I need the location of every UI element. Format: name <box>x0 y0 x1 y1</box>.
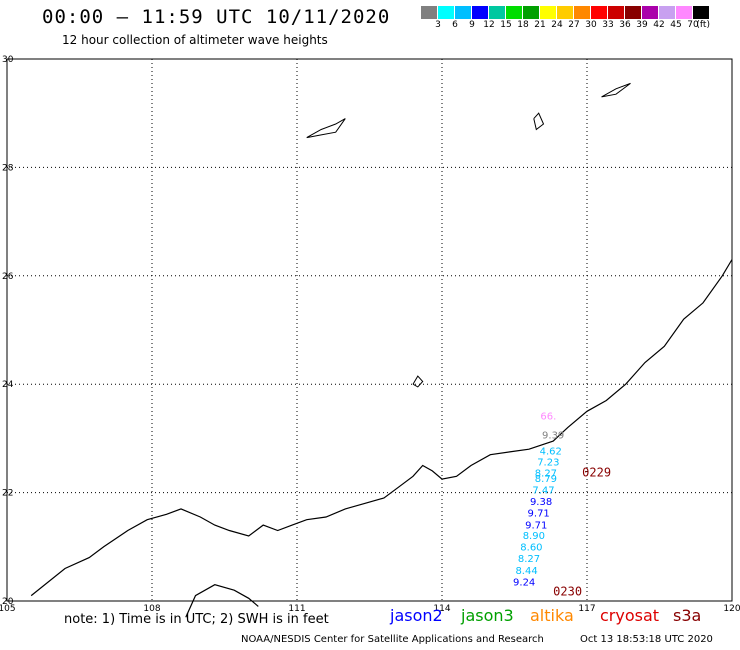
lat-tick-label: 24 <box>2 380 14 390</box>
satellite-label: s3a <box>673 606 702 625</box>
credit-line: NOAA/NESDIS Center for Satellite Applica… <box>241 634 544 645</box>
wave-height-value: 8.90 <box>523 531 545 542</box>
legend-swatch <box>421 6 438 19</box>
lon-tick-label: 108 <box>143 604 160 614</box>
map-subtitle: 12 hour collection of altimeter wave hei… <box>62 33 328 47</box>
coastline <box>30 259 733 597</box>
legend-swatch <box>693 6 710 19</box>
legend-swatch <box>574 6 591 19</box>
legend-label: 42 <box>653 20 665 30</box>
lon-tick-label: 111 <box>288 604 305 614</box>
footnote: note: 1) Time is in UTC; 2) SWH is in fe… <box>64 612 329 627</box>
wave-height-value: 8.27 <box>535 468 557 479</box>
legend-swatch <box>472 6 489 19</box>
legend-swatch <box>608 6 625 19</box>
legend-swatch <box>438 6 455 19</box>
legend-swatch <box>591 6 608 19</box>
legend-swatch <box>557 6 574 19</box>
lon-tick-label: 120 <box>723 604 740 614</box>
legend-label: 24 <box>551 20 563 30</box>
map-title: 00:00 – 11:59 UTC 10/11/2020 <box>42 6 391 28</box>
wave-height-value: 9.24 <box>513 577 535 588</box>
legend-label: 9 <box>469 20 475 30</box>
legend-label: 6 <box>452 20 458 30</box>
wave-height-value: 8.44 <box>515 566 537 577</box>
inland-lake <box>601 82 631 98</box>
legend-swatch <box>489 6 506 19</box>
satellite-label: jason3 <box>461 606 514 625</box>
wave-height-value: 66. <box>540 411 556 422</box>
lon-tick-label: 105 <box>0 604 16 614</box>
legend-swatch <box>625 6 642 19</box>
legend-label: 36 <box>619 20 631 30</box>
inland-lake <box>306 118 346 139</box>
wave-height-value: 9.39 <box>542 430 564 441</box>
legend-label: 45 <box>670 20 682 30</box>
legend-color-scale <box>421 6 710 19</box>
lat-tick-label: 30 <box>2 55 14 65</box>
inland-lake <box>412 375 424 388</box>
track-time-label: 0229 <box>582 465 611 479</box>
legend-swatch <box>506 6 523 19</box>
legend-label: (ft) <box>696 20 710 30</box>
legend-label: 18 <box>517 20 529 30</box>
generated-timestamp: Oct 13 18:53:18 UTC 2020 <box>580 634 713 645</box>
legend-swatch <box>455 6 472 19</box>
legend-swatch <box>540 6 557 19</box>
wave-height-value: 8.60 <box>520 543 542 554</box>
legend-label: 3 <box>435 20 441 30</box>
wave-height-value: 8.79 <box>535 474 557 485</box>
island-coast <box>185 584 259 618</box>
wave-height-legend: 3 6 9 12 15 18 21 24 27 30 33 36 39 42 45 70 (ft) <box>421 6 710 31</box>
wave-height-value: 9.38 <box>530 497 552 508</box>
legend-label: 30 <box>585 20 597 30</box>
wave-height-value: 4.62 <box>540 447 562 458</box>
legend-label: 33 <box>602 20 614 30</box>
lat-tick-label: 28 <box>2 163 14 173</box>
track-time-label: 0230 <box>553 585 582 599</box>
legend-labels: 3 6 9 12 15 18 21 24 27 30 33 36 39 42 45 70 (ft) <box>421 19 710 31</box>
wave-height-value: 7.23 <box>537 458 559 469</box>
legend-swatch <box>676 6 693 19</box>
legend-swatch <box>523 6 540 19</box>
wave-height-value: 8.27 <box>518 554 540 565</box>
satellite-label: altika <box>530 606 574 625</box>
satellite-label: jason2 <box>390 606 443 625</box>
lat-tick-label: 22 <box>2 489 13 499</box>
wave-height-value: 7.47 <box>532 486 554 497</box>
legend-label: 39 <box>636 20 648 30</box>
legend-swatch <box>659 6 676 19</box>
legend-label: 21 <box>534 20 546 30</box>
lat-tick-label: 20 <box>2 597 14 607</box>
inland-lake <box>533 112 545 131</box>
lon-tick-label: 114 <box>433 604 450 614</box>
map-frame <box>6 58 733 602</box>
legend-label: 12 <box>483 20 495 30</box>
legend-label: 27 <box>568 20 580 30</box>
wave-height-value: 9.71 <box>528 508 550 519</box>
lon-tick-label: 117 <box>578 604 595 614</box>
wave-height-value: 9.71 <box>525 520 547 531</box>
legend-swatch <box>642 6 659 19</box>
satellite-label: cryosat <box>600 606 660 625</box>
lat-tick-label: 26 <box>2 272 14 282</box>
legend-label: 70 <box>687 20 699 30</box>
legend-label: 15 <box>500 20 512 30</box>
